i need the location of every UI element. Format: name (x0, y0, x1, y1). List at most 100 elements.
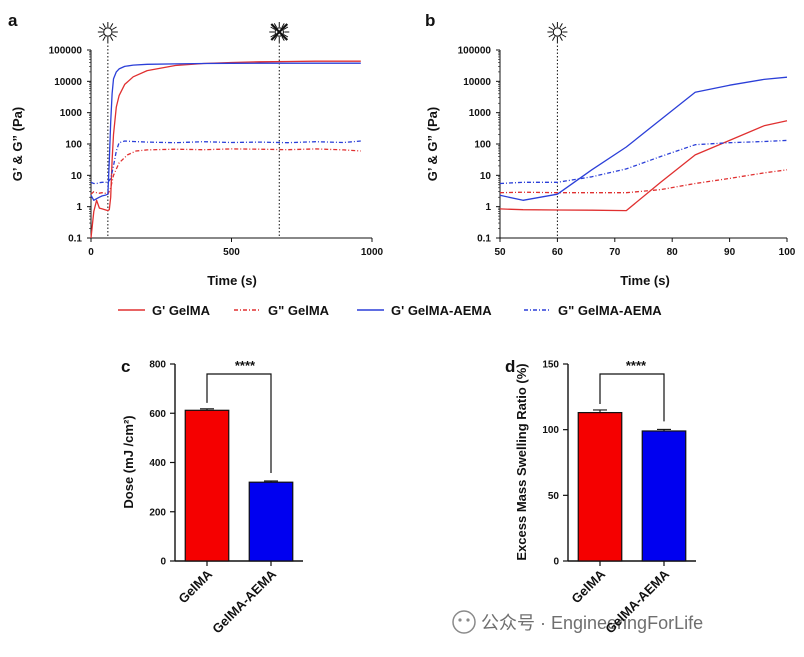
chart-b-ytick-label: 100000 (458, 46, 492, 57)
chart-b-ytick-label: 100 (474, 140, 491, 151)
chart-b-xtick-label: 80 (667, 247, 679, 258)
chart-b-xtick-label: 60 (552, 247, 564, 258)
chart-b-ytick-label: 10000 (463, 77, 491, 88)
chart-b-ytick-label: 0.1 (477, 234, 491, 245)
panel-letter-c: c (121, 357, 130, 376)
chart-a: 0.1 1 10 100 1000 10000 100000 0 500 1000 (49, 22, 384, 258)
watermark: 公众号 · EngineeringForLife (452, 610, 703, 634)
chart-b-series-3 (499, 139, 788, 185)
panel-letter-d: d (505, 357, 515, 376)
chart-d-ytick-label: 150 (542, 360, 559, 371)
chart-c-bar-0 (184, 409, 230, 562)
chart-b-ylabel: G’ & G” (Pa) (425, 107, 440, 181)
light-on-icon (547, 22, 568, 42)
light-off-cross (270, 23, 289, 41)
chart-b-xtick-label: 100 (779, 247, 796, 258)
chart-a-ytick-label: 10 (71, 171, 83, 182)
chart-a-ytick-label: 100 (65, 140, 82, 151)
chart-a-ytick-label: 10000 (54, 77, 82, 88)
chart-b-xtick-label: 50 (494, 247, 506, 258)
chart-d-ytick-label: 0 (553, 557, 559, 568)
chart-a-series-0 (90, 60, 361, 239)
light-ray (559, 36, 563, 41)
light-ray (111, 26, 117, 30)
legend: G' GelMA G" GelMA G' GelMA-AEMA G" GelMA… (118, 303, 662, 318)
chart-a-xlabel: Time (s) (207, 273, 257, 288)
chart-d-ytick-label: 50 (548, 491, 560, 502)
light-ray (283, 34, 289, 38)
light-on-icon (97, 22, 118, 42)
chart-b-series-1 (499, 169, 788, 194)
chart-b-series-0 (499, 120, 788, 212)
bulb (103, 27, 113, 37)
light-ray (548, 26, 554, 30)
chart-d-significance: **** (626, 358, 647, 373)
chart-c-ytick-label: 600 (149, 409, 166, 420)
light-ray (548, 34, 554, 38)
legend-entry-0: G' GelMA (152, 303, 211, 318)
light-ray (98, 34, 104, 38)
chart-c-ytick-label: 800 (149, 360, 166, 371)
chart-a-ytick-label: 100000 (49, 46, 83, 57)
legend-entry-2: G' GelMA-AEMA (391, 303, 492, 318)
light-ray (561, 34, 567, 38)
chart-c-ytick-label: 200 (149, 507, 166, 518)
chart-d-bar-1 (641, 430, 687, 562)
chart-c-category-label-0: GelMA (175, 566, 215, 606)
legend-entry-3: G" GelMA-AEMA (558, 303, 662, 318)
wechat-icon (452, 610, 476, 634)
chart-b-ytick-label: 1 (485, 202, 491, 213)
chart-d-ylabel: Excess Mass Swelling Ratio (%) (514, 363, 529, 560)
light-ray (109, 36, 114, 41)
light-ray (281, 23, 285, 28)
chart-b-ytick-label: 10 (480, 171, 492, 182)
chart-b: 0.1 1 10 100 1000 10000 100000 50 60 70 80 90 100 (458, 22, 796, 258)
chart-a-xtick-label: 0 (88, 247, 94, 258)
chart-a-series-1 (90, 148, 361, 195)
chart-a-ytick-label: 1 (76, 202, 82, 213)
light-ray (551, 36, 556, 41)
watermark-text: 公众号 · EngineeringForLife (481, 613, 703, 633)
chart-c-significance: **** (235, 358, 256, 373)
light-ray (270, 34, 276, 38)
chart-c-ytick-label: 400 (149, 458, 166, 469)
light-ray (270, 26, 276, 30)
light-ray (283, 26, 289, 30)
chart-c-ylabel: Dose (mJ /cm²) (121, 415, 136, 508)
chart-a-ytick-label: 0.1 (68, 234, 82, 245)
chart-b-xtick-label: 70 (609, 247, 621, 258)
chart-d-bar-0 (577, 411, 623, 562)
chart-d-category-label-0: GelMA (568, 566, 608, 606)
light-ray (102, 36, 106, 41)
chart-a-series-2 (90, 62, 361, 201)
chart-a-xtick-label: 1000 (361, 247, 384, 258)
chart-a-xtick-label: 500 (223, 247, 240, 258)
light-ray (281, 36, 285, 41)
chart-c-category-label-1: GelMA-AEMA (209, 566, 279, 636)
wechat-icon-eye-left (458, 618, 462, 622)
bulb (552, 27, 563, 37)
light-ray (561, 26, 567, 30)
chart-a-series-3 (90, 140, 361, 185)
chart-b-series-2 (499, 76, 788, 201)
panel-letter-a: a (8, 11, 18, 30)
chart-a-ylabel: G’ & G” (Pa) (10, 107, 25, 181)
chart-a-ytick-label: 1000 (60, 108, 83, 119)
light-ray (102, 23, 106, 28)
chart-d-ytick-label: 100 (542, 425, 559, 436)
light-ray (551, 23, 556, 28)
light-ray (111, 34, 117, 38)
chart-c-ytick-label: 0 (160, 557, 166, 568)
chart-c-significance-bracket (206, 373, 272, 473)
chart-c-bar-1 (248, 481, 294, 562)
light-ray (109, 23, 114, 28)
chart-b-xtick-label: 90 (724, 247, 736, 258)
chart-d-significance-bracket (599, 373, 665, 422)
chart-b-xlabel: Time (s) (620, 273, 670, 288)
wechat-icon-eye-right (466, 618, 470, 622)
panel-letter-b: b (425, 11, 435, 30)
light-ray (559, 23, 563, 28)
legend-entry-1: G" GelMA (268, 303, 330, 318)
